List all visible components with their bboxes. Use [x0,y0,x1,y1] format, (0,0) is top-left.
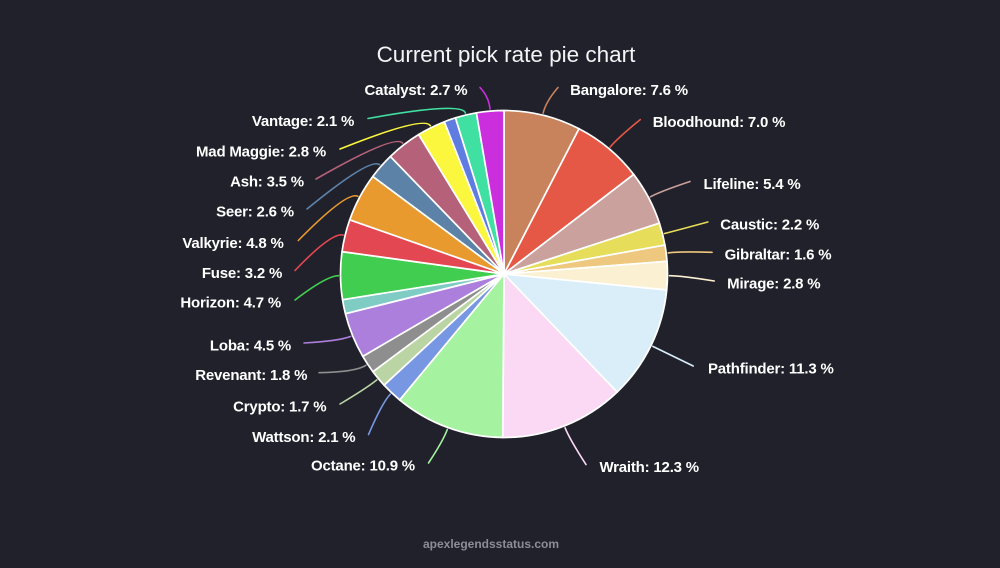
svg-text:Loba: 4.5 %: Loba: 4.5 % [210,337,291,354]
svg-text:Mad Maggie: 2.8 %: Mad Maggie: 2.8 % [196,143,326,160]
svg-text:Bloodhound: 7.0 %: Bloodhound: 7.0 % [653,114,785,131]
svg-text:Vantage: 2.1 %: Vantage: 2.1 % [252,113,354,130]
svg-text:Current pick rate pie chart: Current pick rate pie chart [377,42,637,67]
svg-text:Gibraltar: 1.6 %: Gibraltar: 1.6 % [725,247,832,264]
svg-text:Valkyrie: 4.8 %: Valkyrie: 4.8 % [182,235,283,252]
svg-text:Revenant: 1.8 %: Revenant: 1.8 % [195,367,307,384]
svg-text:Pathfinder: 11.3 %: Pathfinder: 11.3 % [708,360,834,377]
svg-text:Crypto: 1.7 %: Crypto: 1.7 % [233,398,326,415]
svg-text:Caustic: 2.2 %: Caustic: 2.2 % [720,216,819,233]
svg-text:apexlegendsstatus.com: apexlegendsstatus.com [423,537,559,551]
svg-text:Wraith: 12.3 %: Wraith: 12.3 % [599,459,698,476]
svg-text:Mirage: 2.8 %: Mirage: 2.8 % [727,275,820,292]
svg-text:Lifeline: 5.4 %: Lifeline: 5.4 % [703,176,800,193]
svg-text:Bangalore: 7.6 %: Bangalore: 7.6 % [570,82,688,99]
svg-text:Fuse: 3.2 %: Fuse: 3.2 % [202,265,282,282]
svg-text:Wattson: 2.1 %: Wattson: 2.1 % [252,429,355,446]
svg-text:Seer: 2.6 %: Seer: 2.6 % [216,203,294,220]
svg-text:Octane: 10.9 %: Octane: 10.9 % [311,457,415,474]
svg-text:Horizon: 4.7 %: Horizon: 4.7 % [180,294,281,311]
svg-text:Catalyst: 2.7 %: Catalyst: 2.7 % [365,82,468,99]
svg-text:Ash: 3.5 %: Ash: 3.5 % [230,173,304,190]
